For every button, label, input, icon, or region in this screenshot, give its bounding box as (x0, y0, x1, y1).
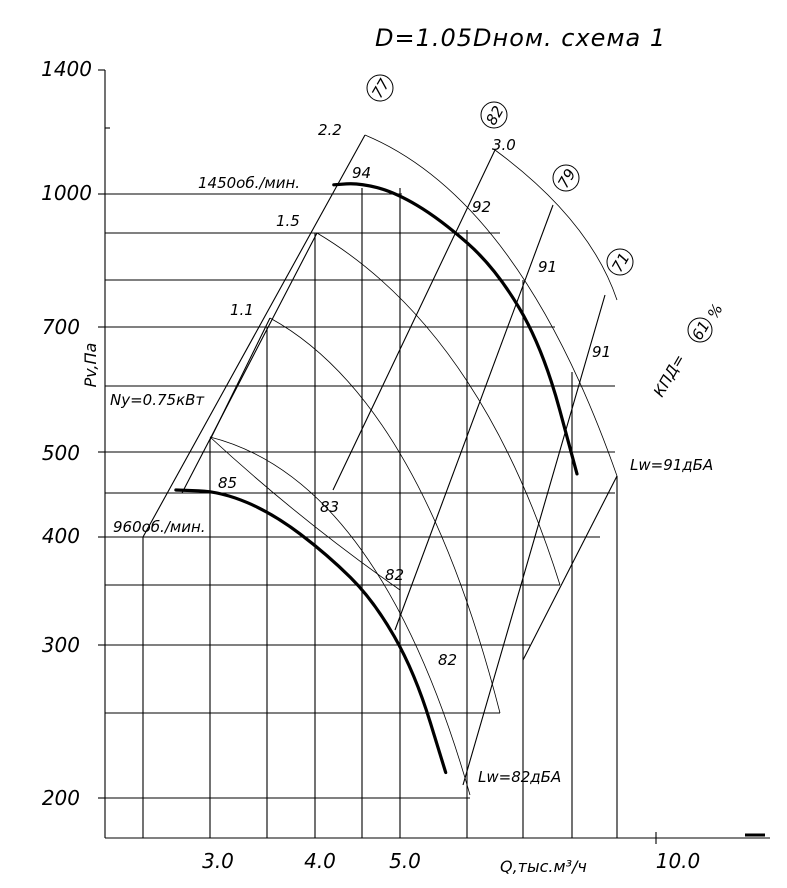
y-tick-labels: 1400 1000 700 500 400 300 200 (41, 57, 92, 810)
axis-ticks (98, 69, 657, 844)
y-tick-label: 300 (42, 633, 80, 657)
power-label: 1.5 (276, 212, 300, 230)
efficiency-markers: 77 82 79 71 КПД= 61 % (366, 74, 727, 400)
point-label: 82 (438, 651, 457, 669)
y-tick-label: 400 (42, 524, 80, 548)
chart-title: D=1.05Dном. схема 1 (375, 24, 666, 52)
point-label: 83 (320, 498, 339, 516)
efficiency-circle (687, 317, 713, 343)
diagonal-line (394, 204, 554, 631)
horizontal-grid (105, 193, 615, 799)
series-line-1450rpm (332, 182, 579, 476)
point-label: 94 (352, 164, 371, 182)
diagonal-line (142, 134, 366, 538)
x-tick-labels: 3.0 4.0 5.0 10.0 (202, 849, 700, 873)
efficiency-circle (606, 248, 634, 276)
x-tick-label: 4.0 (304, 849, 336, 873)
power-label-3: 3.0 (492, 136, 516, 154)
point-label: 92 (472, 198, 491, 216)
diagonal-line (522, 475, 618, 661)
sound-label-82: Lw=82дБА (478, 768, 561, 786)
efficiency-circle (480, 101, 508, 129)
point-label: 91 (538, 258, 557, 276)
efficiency-circle (366, 74, 394, 102)
power-label: 2.2 (318, 121, 342, 139)
diagonal-line (209, 317, 271, 441)
x-axis-label: Q,тыс.м³/ч (500, 857, 587, 876)
efficiency-circle (552, 164, 580, 192)
performance-curves (174, 182, 579, 775)
point-label: 85 (218, 474, 237, 492)
point-label: 82 (385, 566, 404, 584)
x-tick-label: 5.0 (389, 849, 421, 873)
speed-label-960: 960об./мин. (113, 518, 206, 536)
efficiency-arc (209, 436, 401, 591)
diagonal-line (181, 232, 318, 494)
power-label: Ny=0.75кВт (110, 391, 205, 409)
diagonal-lines (142, 134, 618, 786)
efficiency-arc (494, 149, 618, 301)
speed-label-1450: 1450об./мин. (198, 174, 300, 192)
thin-curves (209, 134, 618, 796)
diagonal-line (332, 149, 496, 491)
y-tick-label: 700 (42, 315, 80, 339)
series-line-960rpm (174, 488, 448, 775)
power-arc (269, 317, 501, 714)
power-label: 1.1 (230, 301, 254, 319)
y-tick-label: 1400 (41, 57, 92, 81)
power-arc (364, 134, 618, 477)
power-arc (209, 436, 471, 796)
diagonal-line (462, 294, 606, 786)
x-tick-label: 3.0 (202, 849, 234, 873)
x-tick-label: 10.0 (656, 849, 701, 873)
sound-label-91: Lw=91дБА (630, 456, 713, 474)
y-tick-label: 200 (42, 786, 80, 810)
y-tick-label: 500 (42, 441, 80, 465)
power-arc (316, 232, 561, 586)
y-tick-label: 1000 (41, 181, 92, 205)
efficiency-unit-label: КПД= (650, 351, 689, 400)
vertical-grid (142, 188, 618, 838)
point-label: 91 (592, 343, 611, 361)
y-axis-label: Pv,Па (81, 343, 100, 388)
percent-sign: % (704, 301, 727, 322)
